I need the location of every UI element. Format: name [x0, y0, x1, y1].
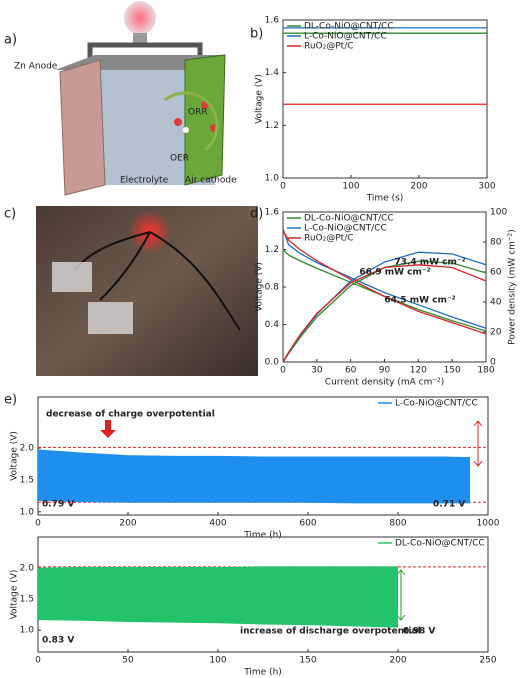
- lower-line: [37, 619, 399, 628]
- y-tick-label: 1.0: [20, 626, 35, 636]
- y-tick-label: 1.6: [265, 208, 280, 218]
- y-tick-label: 0.4: [265, 320, 280, 330]
- annotation: 0.71 V: [433, 500, 465, 510]
- panel-label: c): [4, 207, 16, 222]
- panel-label: d): [250, 207, 263, 222]
- voltage-band: [38, 449, 470, 503]
- x-tick-label: 90: [379, 366, 391, 376]
- air-cathode-label: Air cathode: [185, 176, 237, 186]
- x-tick-label: 0: [280, 366, 286, 376]
- annotation: 0.83 V: [42, 636, 74, 646]
- y2-tick-label: 60: [490, 268, 502, 278]
- y-tick-label: 1.5: [20, 475, 34, 485]
- annotation: 73.4 mW cm⁻²: [394, 258, 465, 268]
- upper-line: [37, 566, 398, 569]
- y-tick-label: 1.2: [265, 121, 279, 131]
- upper-line: [37, 449, 471, 459]
- x-axis-label: Current density (mA cm⁻²): [325, 378, 444, 388]
- annotation: 66.9 mW cm⁻²: [359, 268, 430, 278]
- x-tick-label: 200: [119, 519, 136, 529]
- x-tick-label: 100: [209, 656, 226, 666]
- x-tick-label: 0: [35, 519, 41, 529]
- annotation: 64.5 mW cm⁻²: [384, 296, 455, 306]
- voltage-band: [38, 566, 398, 628]
- battery-illustration: Zn Anode ORR OER Electrolyte Air cathode: [14, 1, 237, 196]
- y-axis-label: Voltage (V): [255, 262, 265, 312]
- x-tick-label: 1000: [477, 519, 500, 529]
- x-tick-label: 30: [311, 366, 323, 376]
- x-tick-label: 200: [410, 182, 427, 192]
- legend-label: RuO₂@Pt/C: [304, 234, 354, 244]
- x-tick-label: 120: [410, 366, 427, 376]
- x-tick-label: 50: [122, 656, 134, 666]
- x-tick-label: 180: [477, 366, 494, 376]
- data-line: [282, 264, 487, 363]
- panel-label: b): [250, 27, 263, 42]
- legend-label: DL-Co-NiO@CNT/CC: [395, 539, 485, 549]
- x-tick-label: 100: [342, 182, 359, 192]
- x-tick-label: 150: [299, 656, 316, 666]
- legend-label: RuO₂@Pt/C: [304, 42, 354, 52]
- legend-label: DL-Co-NiO@CNT/CC: [304, 214, 394, 224]
- x-tick-label: 0: [280, 182, 286, 192]
- electrolyte-label: Electrolyte: [120, 176, 169, 186]
- y2-tick-label: 20: [490, 328, 502, 338]
- data-line: [282, 228, 487, 329]
- panel-label: a): [4, 33, 17, 48]
- x-axis-label: Time (h): [243, 668, 282, 678]
- y-tick-label: 1.0: [20, 507, 35, 517]
- y-tick-label: 2.0: [20, 564, 35, 574]
- y-axis-label: Voltage (V): [10, 431, 20, 481]
- annotation: 0.98 V: [403, 627, 435, 637]
- data-line: [282, 260, 487, 363]
- plot-frame: [282, 19, 488, 179]
- y2-tick-label: 100: [490, 208, 507, 218]
- y2-axis-label: Power density (mW cm⁻²): [508, 229, 518, 345]
- data-line: [282, 230, 487, 335]
- device-photo: [36, 206, 258, 376]
- annotation: increase of discharge overpotential: [240, 627, 421, 637]
- y-tick-label: 1.6: [265, 16, 280, 26]
- legend-label: L-Co-NiO@CNT/CC: [304, 32, 387, 42]
- x-tick-label: 600: [299, 519, 316, 529]
- legend-label: DL-Co-NiO@CNT/CC: [304, 22, 394, 32]
- oer-label: OER: [170, 154, 189, 164]
- x-tick-label: 400: [209, 519, 226, 529]
- zn-anode-label: Zn Anode: [14, 62, 58, 72]
- x-tick-label: 800: [389, 519, 406, 529]
- annotation: 0.79 V: [42, 500, 74, 510]
- y-tick-label: 1.4: [265, 68, 280, 78]
- x-tick-label: 150: [444, 366, 461, 376]
- legend-label: L-Co-NiO@CNT/CC: [304, 224, 387, 234]
- legend-label: L-Co-NiO@CNT/CC: [395, 399, 478, 409]
- x-tick-label: 60: [345, 366, 357, 376]
- y2-tick-label: 40: [490, 298, 502, 308]
- y-tick-label: 1.5: [20, 595, 34, 605]
- annotation: decrease of charge overpotential: [46, 410, 215, 420]
- y-axis-label: Voltage (V): [255, 74, 265, 124]
- x-tick-label: 0: [35, 656, 41, 666]
- y-tick-label: 1.2: [265, 245, 279, 255]
- x-tick-label: 250: [479, 656, 496, 666]
- y2-tick-label: 80: [490, 238, 502, 248]
- x-axis-label: Time (s): [366, 194, 404, 204]
- y-tick-label: 0.0: [265, 358, 280, 368]
- x-axis-label: Time (h): [243, 531, 282, 541]
- y2-tick-label: 0: [490, 358, 496, 368]
- y-axis-label: Voltage (V): [10, 570, 20, 620]
- y-tick-label: 0.8: [265, 283, 280, 293]
- y-tick-label: 2.0: [20, 444, 35, 454]
- x-tick-label: 300: [478, 182, 495, 192]
- lower-line: [37, 499, 470, 504]
- y-tick-label: 1.0: [265, 174, 280, 184]
- x-tick-label: 200: [389, 656, 406, 666]
- orr-label: ORR: [188, 108, 208, 118]
- panel-label: e): [4, 393, 17, 408]
